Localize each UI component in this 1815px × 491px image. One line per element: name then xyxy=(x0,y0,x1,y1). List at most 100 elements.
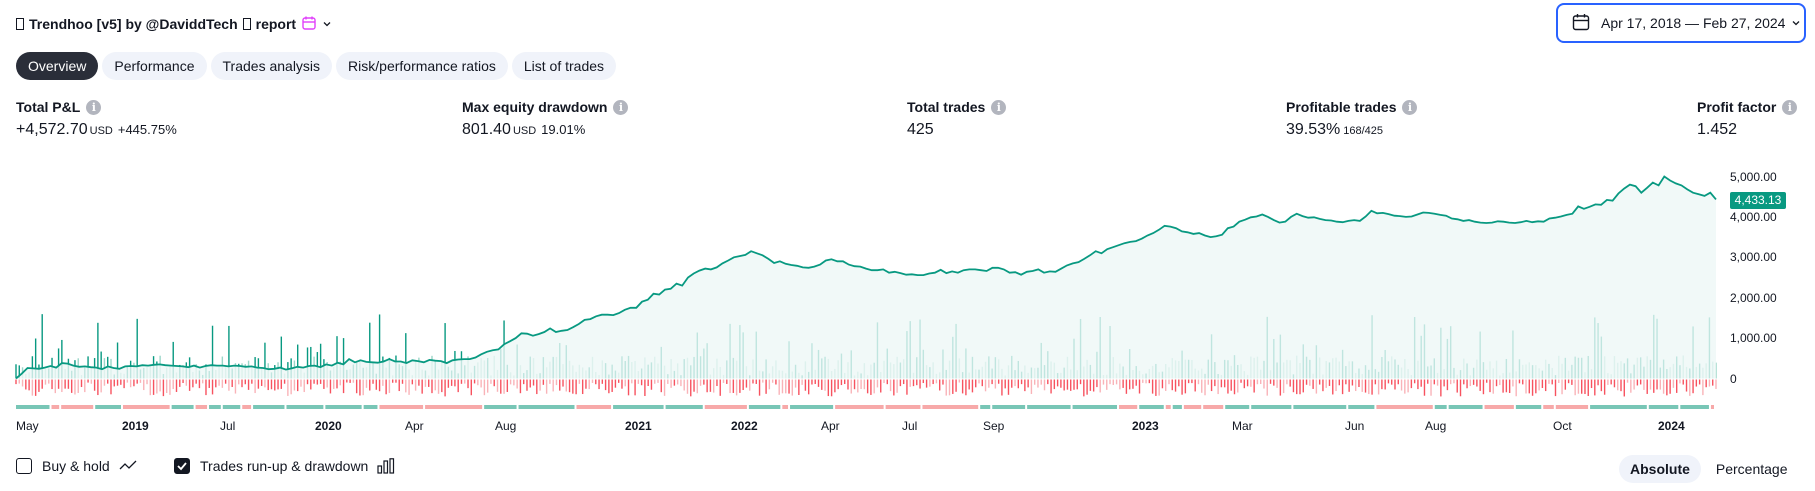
strategy-header: Trendhoo [v5] by @DaviddTech report xyxy=(16,12,332,36)
trade-segment xyxy=(1543,405,1554,409)
trade-segment xyxy=(16,405,50,409)
y-tick-label: 0 xyxy=(1730,371,1737,386)
trade-segment xyxy=(171,405,194,409)
calendar-icon xyxy=(1572,13,1590,34)
trade-segment xyxy=(1555,405,1589,409)
trade-segment xyxy=(576,405,612,409)
equity-line xyxy=(15,175,1717,380)
stat-label: Total P&L xyxy=(16,99,81,115)
x-tick-label: May xyxy=(16,419,39,433)
trade-segment xyxy=(992,405,1026,409)
trade-segment xyxy=(484,405,517,409)
y-tick-label: 2,000.00 xyxy=(1730,290,1777,305)
chevron-down-icon[interactable] xyxy=(322,16,332,32)
equity-chart[interactable] xyxy=(0,165,1720,415)
x-tick-label: Mar xyxy=(1232,419,1253,433)
calendar-icon[interactable] xyxy=(302,16,316,33)
info-icon[interactable]: i xyxy=(991,99,1007,115)
stat-value: 1.452 xyxy=(1697,121,1738,138)
trade-segment xyxy=(1680,405,1709,409)
stat-percent: +445.75% xyxy=(117,122,177,137)
trade-segment xyxy=(1027,405,1071,409)
tab-overview[interactable]: Overview xyxy=(16,52,99,80)
trade-segment xyxy=(1648,405,1679,409)
chevron-down-icon xyxy=(1791,15,1801,31)
trade-segment xyxy=(782,405,789,409)
mode-absolute-button[interactable]: Absolute xyxy=(1619,455,1701,483)
buy-hold-checkbox[interactable] xyxy=(16,458,32,474)
stat-value: 801.40 xyxy=(462,121,511,138)
trade-segment xyxy=(835,405,884,409)
report-glyph-icon xyxy=(242,18,251,30)
trade-segment xyxy=(286,405,324,409)
y-tick-label: 4,000.00 xyxy=(1730,209,1777,224)
trade-segment xyxy=(95,405,121,409)
stat-label: Profitable trades xyxy=(1286,99,1397,115)
info-icon[interactable]: i xyxy=(1782,99,1798,115)
stat-value: 39.53% xyxy=(1286,121,1341,138)
runup-drawdown-toggle[interactable]: Trades run-up & drawdown xyxy=(174,458,395,474)
mode-percentage-button[interactable]: Percentage xyxy=(1715,461,1788,477)
stat-label: Profit factor xyxy=(1697,99,1777,115)
trade-segment xyxy=(51,405,60,409)
trade-segment xyxy=(1203,405,1224,409)
equity-area xyxy=(16,176,1716,379)
stat-profitable-trades: Profitable trades i 39.53% 168/425 xyxy=(1286,98,1418,139)
trade-segment xyxy=(885,405,921,409)
x-tick-label: 2024 xyxy=(1658,419,1685,433)
trade-segment xyxy=(222,405,241,409)
trade-segment xyxy=(1515,405,1542,409)
buy-hold-label: Buy & hold xyxy=(42,458,110,474)
trade-segment xyxy=(704,405,747,409)
trade-segment xyxy=(790,405,834,409)
trade-segment xyxy=(1172,405,1182,409)
line-chart-icon xyxy=(119,459,137,473)
date-range-selector[interactable]: Apr 17, 2018 — Feb 27, 2024 xyxy=(1556,3,1806,43)
stat-ratio: 168/425 xyxy=(1343,125,1384,137)
report-label: report xyxy=(255,16,297,32)
trade-segment xyxy=(613,405,664,409)
trade-segment xyxy=(253,405,285,409)
info-icon[interactable]: i xyxy=(613,99,629,115)
trade-segment xyxy=(61,405,94,409)
info-icon[interactable]: i xyxy=(86,99,102,115)
trade-segment xyxy=(122,405,170,409)
trade-segment xyxy=(1165,405,1171,409)
x-tick-label: 2021 xyxy=(625,419,652,433)
trade-segment xyxy=(363,405,378,409)
trade-segment xyxy=(1293,405,1347,409)
stat-value: 425 xyxy=(907,121,934,138)
y-tick-label: 3,000.00 xyxy=(1730,250,1777,265)
tab-risk-performance-ratios[interactable]: Risk/performance ratios xyxy=(336,52,508,80)
x-tick-label: 2020 xyxy=(315,419,342,433)
stat-label: Total trades xyxy=(907,99,986,115)
stat-value: +4,572.70 xyxy=(16,121,88,138)
stat-label: Max equity drawdown xyxy=(462,99,608,115)
trade-segment xyxy=(1119,405,1138,409)
trade-segment xyxy=(1434,405,1447,409)
trade-segment xyxy=(1590,405,1647,409)
trade-segment xyxy=(922,405,979,409)
buy-hold-toggle[interactable]: Buy & hold xyxy=(16,458,137,474)
stat-unit: USD xyxy=(89,125,113,137)
trade-segment xyxy=(1072,405,1118,409)
trade-segment xyxy=(1710,405,1714,409)
runup-drawdown-checkbox[interactable] xyxy=(174,458,190,474)
x-tick-label: 2019 xyxy=(122,419,149,433)
value-mode-switch: Absolute Percentage xyxy=(1619,455,1799,483)
trade-segment xyxy=(209,405,221,409)
date-range-text: Apr 17, 2018 — Feb 27, 2024 xyxy=(1601,15,1786,31)
x-tick-label: 2023 xyxy=(1132,419,1159,433)
trade-segment xyxy=(1225,405,1250,409)
tab-list-of-trades[interactable]: List of trades xyxy=(511,52,617,80)
info-icon[interactable]: i xyxy=(1402,99,1418,115)
x-tick-label: Oct xyxy=(1553,419,1572,433)
x-tick-label: 2022 xyxy=(731,419,758,433)
trade-segment xyxy=(1139,405,1164,409)
trade-segment xyxy=(195,405,208,409)
y-tick-label: 5,000.00 xyxy=(1730,169,1777,184)
tab-performance[interactable]: Performance xyxy=(102,52,207,80)
tab-trades-analysis[interactable]: Trades analysis xyxy=(210,52,333,80)
trade-segment xyxy=(665,405,703,409)
strategy-title[interactable]: Trendhoo [v5] by @DaviddTech xyxy=(29,16,238,32)
